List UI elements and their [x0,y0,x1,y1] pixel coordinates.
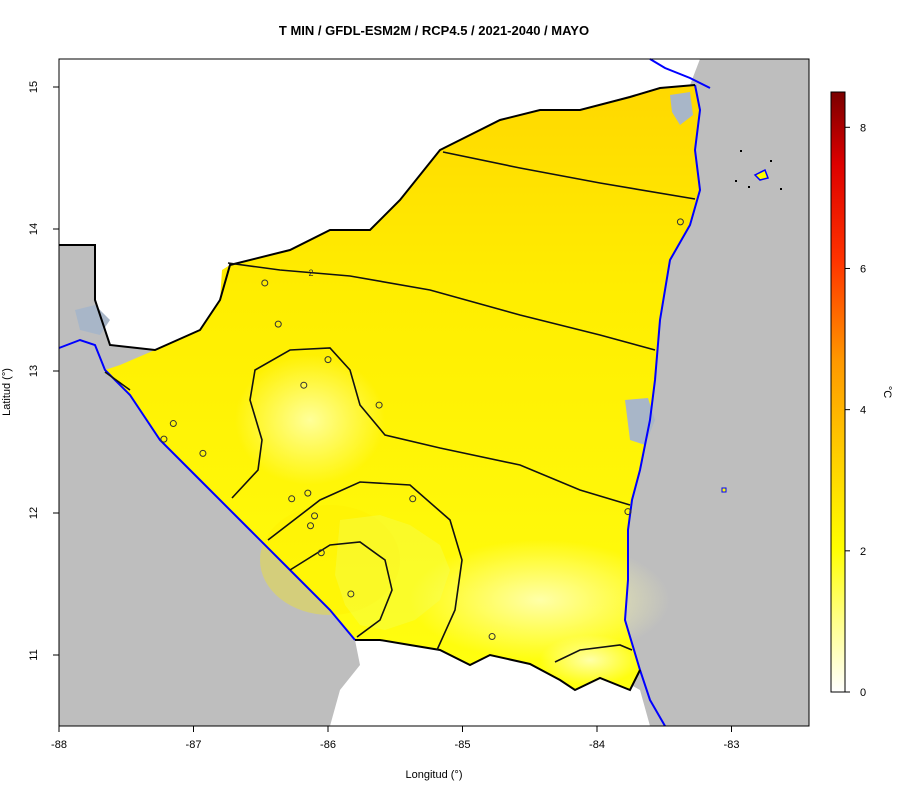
station-marker [409,495,417,503]
cabo-lagoon [670,92,693,125]
y-axis: 11 12 13 14 15 [28,81,59,661]
station-marker [375,401,383,409]
chart-title: T MIN / GFDL-ESM2M / RCP4.5 / 2021-2040 … [279,23,589,38]
plot-frame [58,58,810,727]
station-marker [324,356,332,364]
stations-layer [160,218,684,641]
warm-area-rivas [260,505,400,615]
station-marker [300,381,308,389]
station-marker [347,590,355,598]
contour-line-south-outer [267,481,463,651]
colorbar [830,91,846,693]
pale-area-central [235,355,385,485]
station-marker [311,512,319,520]
honduras-region [59,59,700,350]
contour-line-south-inner [289,541,393,638]
x-tick-label: -85 [455,739,471,751]
x-tick-label: -86 [320,739,336,751]
colorbar-tick-label: 8 [860,122,866,134]
y-tick-label: 11 [28,649,40,660]
costa-rica-border [355,639,641,692]
contour-line-west [104,371,131,391]
costa-rica-region [330,640,650,726]
station-marker [624,508,632,516]
colorbar-tick-label: 2 [860,546,866,558]
islands [721,150,782,493]
y-axis-label: Latitud (°) [1,368,13,416]
x-axis-label: Longitud (°) [406,769,463,781]
y-tick-label: 13 [28,365,40,377]
contour-label: 2 [308,268,313,278]
pale-area-south [410,540,670,660]
y-tick-label: 14 [28,223,40,235]
contour-line-central [231,347,631,506]
y-tick-label: 15 [28,81,40,93]
station-marker [274,320,282,328]
station-marker [317,549,325,557]
station-marker [304,489,312,497]
x-tick-label: -84 [589,739,605,751]
caribbean-coastline [623,84,702,727]
nicaragua-land [105,85,700,690]
y-tick-label: 12 [28,507,40,519]
station-marker [160,435,168,443]
station-marker [199,449,207,457]
pale-area-southeast [540,635,640,685]
x-axis: -88 -87 -86 -85 -84 -83 [51,726,739,751]
station-marker [676,218,684,226]
colorbar-tick-label: 0 [860,687,866,699]
x-tick-label: -87 [186,739,202,751]
gulf-fonseca [75,305,110,335]
contour-line-north [442,151,696,200]
colorbar-tick-label: 6 [860,263,866,275]
honduras-border [59,84,696,352]
colorbar-tick-label: 4 [860,405,866,417]
x-tick-label: -83 [724,739,740,751]
station-marker [307,522,315,530]
north-coastline [649,58,711,89]
colorbar-ticks: 0 2 4 6 8 [845,122,866,699]
colorbar-label: °C [881,386,893,398]
pacific-coastline [58,338,356,641]
station-marker [169,420,177,428]
x-tick-label: -88 [51,739,67,751]
station-marker [261,279,269,287]
station-marker [288,495,296,503]
contour-line-southeast [554,644,633,663]
station-marker [488,633,496,641]
contour-line-central-north [227,262,656,351]
pacific-sea [59,345,665,726]
